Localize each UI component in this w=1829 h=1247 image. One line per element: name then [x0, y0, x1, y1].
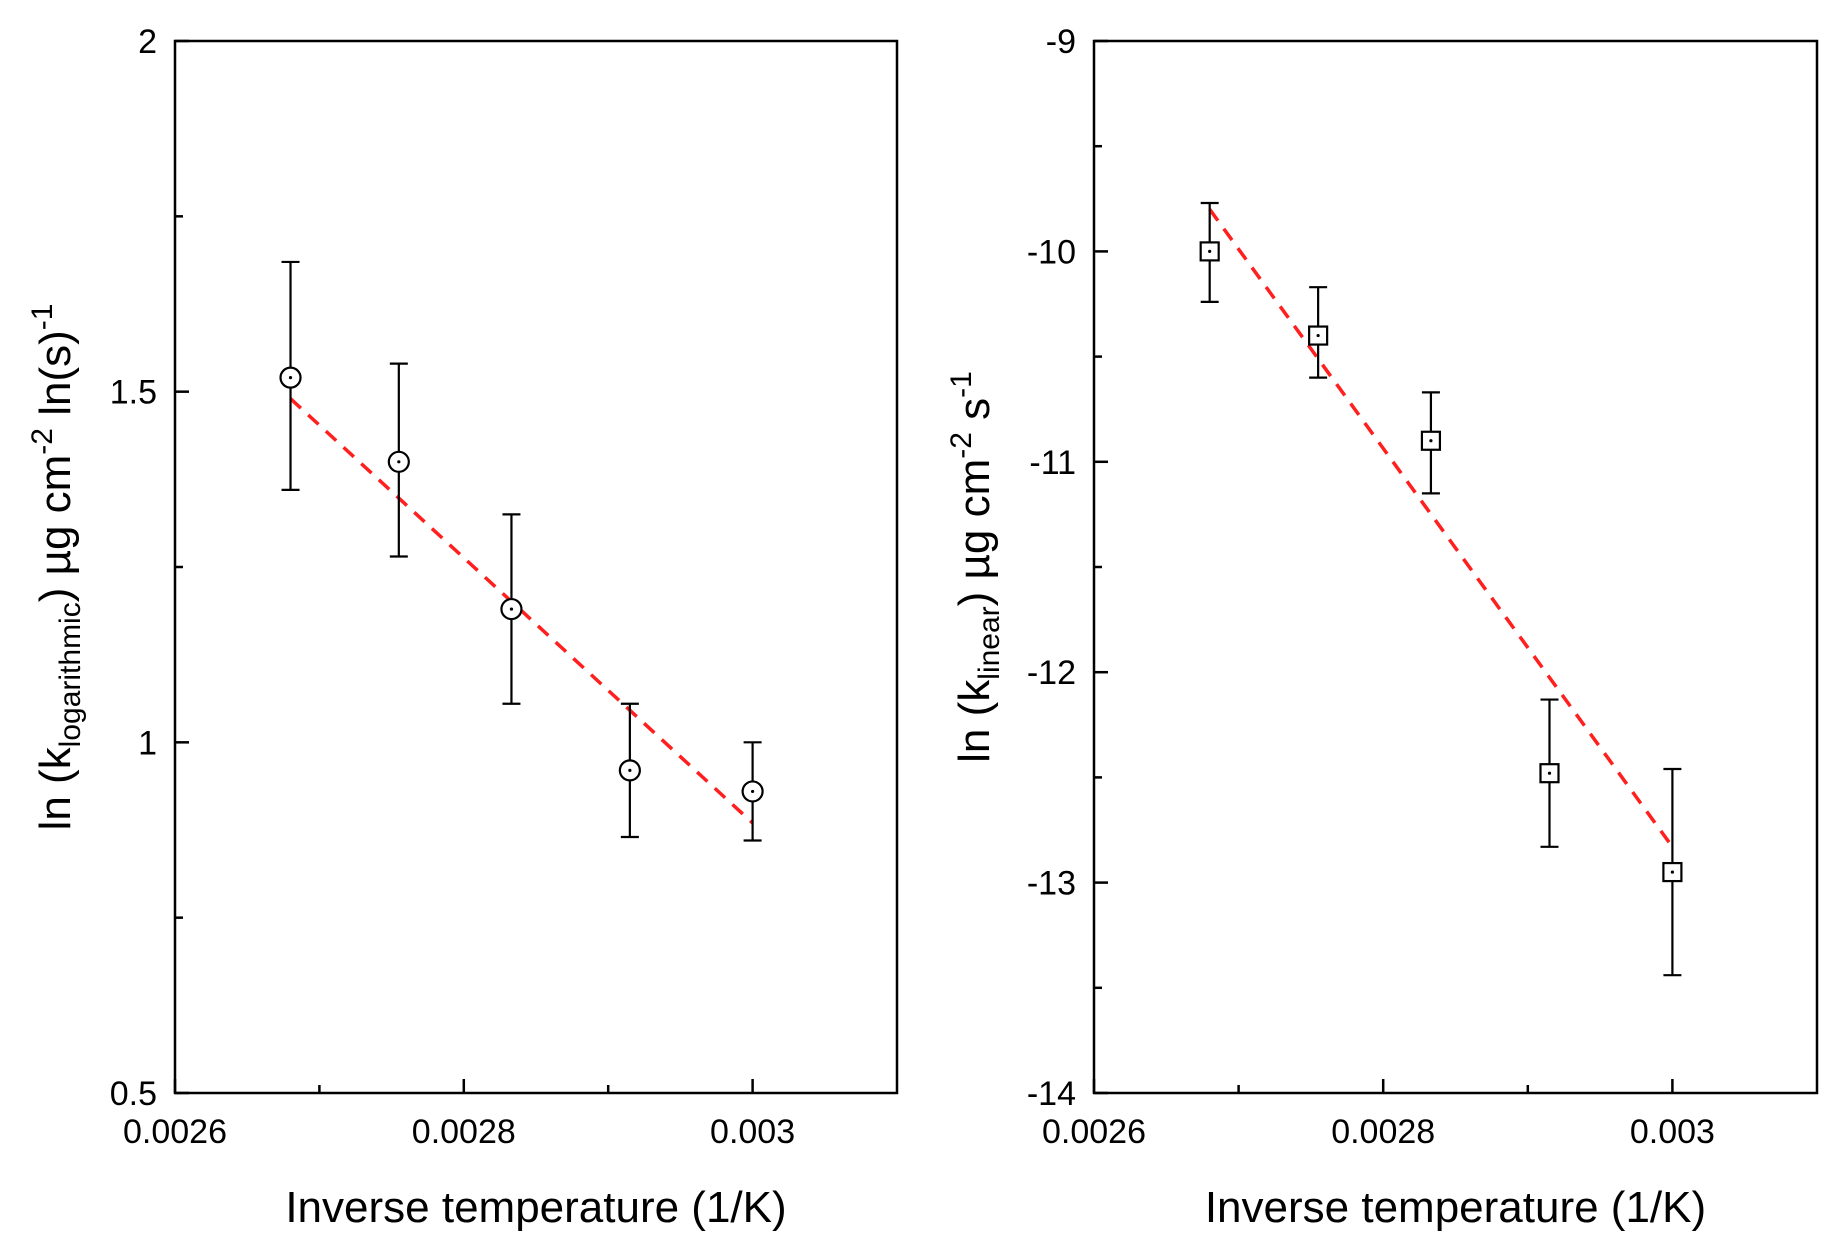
right-y-title-sup1: -2 [945, 432, 978, 459]
right-data-point-center [1316, 333, 1320, 338]
left-data-point-center [628, 768, 632, 772]
left-y-tick-label: 2 [138, 23, 157, 61]
right-y-title-suffix: s [950, 398, 999, 432]
left-y-title-subscript: logarithmic [54, 602, 87, 747]
right-data-point-center [1670, 870, 1674, 874]
left-y-title-sup1: -2 [26, 428, 59, 455]
right-y-tick-label: -11 [1029, 444, 1076, 482]
left-y-tick-label: 0.5 [110, 1075, 157, 1113]
left-data-point-center [288, 376, 293, 380]
left-x-tick-label: 0.0026 [123, 1113, 227, 1151]
left-data-point-center [509, 607, 514, 611]
right-y-tick-label: -13 [1027, 865, 1076, 903]
left-y-tick-label: 1.5 [110, 374, 157, 412]
left-y-title-sup2: -1 [26, 304, 59, 331]
right-panel-linear: Inverse temperature (1/K) ln (klinear) µ… [945, 23, 1819, 1232]
right-y-tick-label: -14 [1027, 1075, 1076, 1113]
right-y-title-prefix: ln (k [950, 679, 999, 763]
left-x-tick-label: 0.0028 [412, 1113, 516, 1151]
left-y-axis-title: ln (klogarithmic) µg cm-2 ln(s)-1 [26, 304, 87, 831]
left-data-point-center [397, 460, 401, 464]
right-y-title-middle: ) µg cm [950, 459, 999, 607]
right-y-title-sup2: -1 [945, 371, 978, 398]
right-y-tick-label: -10 [1027, 233, 1076, 271]
left-panel-logarithmic: Inverse temperature (1/K) ln (klogarithm… [26, 23, 899, 1232]
right-x-tick-label: 0.003 [1630, 1113, 1715, 1151]
right-y-tick-label: -12 [1027, 654, 1076, 692]
left-y-tick-label: 1 [138, 724, 157, 762]
right-data-point-center [1208, 249, 1212, 253]
right-x-tick-label: 0.0026 [1042, 1113, 1146, 1151]
left-data-point-center [751, 789, 755, 794]
right-data-point-center [1547, 771, 1552, 775]
left-y-title-middle: ) µg cm [31, 455, 80, 603]
right-data-point-center [1429, 439, 1433, 443]
right-x-tick-label: 0.0028 [1331, 1113, 1435, 1151]
right-x-axis-title: Inverse temperature (1/K) [1205, 1183, 1706, 1232]
right-y-tick-label: -9 [1046, 23, 1076, 61]
right-fit-line [1208, 208, 1674, 848]
left-y-title-suffix: ln(s) [31, 330, 80, 428]
left-x-axis-title: Inverse temperature (1/K) [285, 1183, 786, 1232]
left-x-tick-label: 0.003 [710, 1113, 795, 1151]
right-y-title-subscript: linear [973, 606, 1006, 679]
left-y-title-prefix: ln (k [31, 746, 80, 830]
left-plot-frame [173, 39, 899, 1095]
right-y-axis-title: ln (klinear) µg cm-2 s-1 [945, 371, 1006, 763]
right-plot-frame [1092, 39, 1819, 1095]
